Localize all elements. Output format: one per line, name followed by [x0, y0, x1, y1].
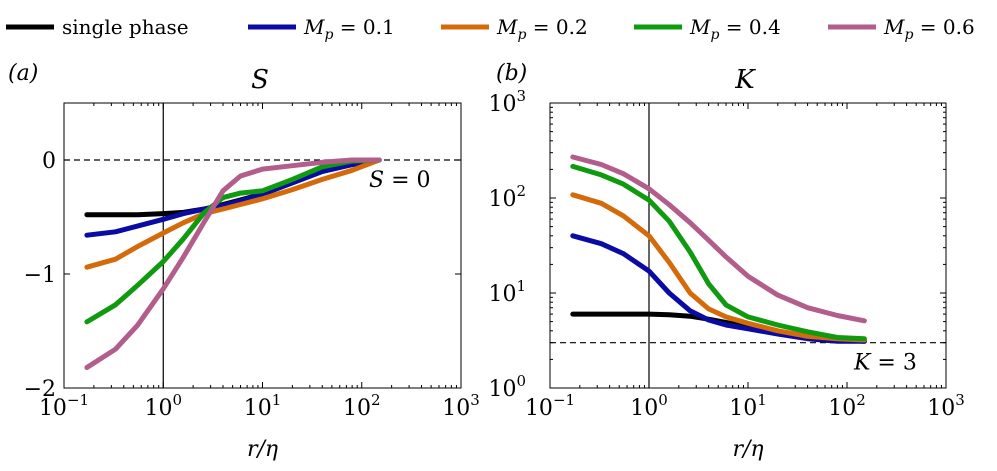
chart-title: S: [251, 65, 269, 95]
panel-a-skewness: (a) S 10−1 100 101 102 103 0 −1 −2 S = 0 r/η: [8, 61, 480, 462]
series-line-mp-04: [84, 157, 382, 325]
legend-entry-mp-0-4: Mp = 0.4: [634, 15, 781, 43]
x-tick-label: 102: [828, 391, 866, 421]
y-tick-label: 100: [488, 372, 526, 402]
legend-label: Mp = 0.4: [689, 15, 781, 43]
x-tick-label: 101: [244, 391, 282, 421]
reference-label: K = 3: [853, 351, 917, 376]
y-tick-label: 103: [488, 87, 526, 117]
reference-label: S = 0: [369, 168, 431, 193]
y-tick-label: 102: [488, 182, 526, 212]
x-tick-label: 10−1: [39, 391, 89, 421]
chart-title: K: [734, 65, 756, 95]
legend-entry-mp-0-2: Mp = 0.2: [441, 15, 588, 43]
y-tick-label: −1: [24, 263, 56, 288]
legend-entry-mp-0-1: Mp = 0.1: [248, 15, 395, 43]
y-tick-label: 0: [42, 149, 56, 174]
x-axis-label: r/η: [732, 437, 763, 462]
x-tick-label: 100: [630, 391, 668, 421]
x-tick-label: 103: [442, 391, 480, 421]
x-tick-label: 101: [729, 391, 767, 421]
x-tick-label: 100: [144, 391, 182, 421]
series-line-mp-06: [570, 154, 867, 324]
legend: single phase Mp = 0.1 Mp = 0.2 Mp = 0.4 …: [6, 15, 975, 43]
plot-area-frame: [63, 102, 462, 389]
x-tick-label: 103: [927, 391, 965, 421]
y-tick-label: −2: [24, 377, 56, 402]
series-line-mp-01: [84, 157, 382, 238]
legend-label: Mp = 0.6: [883, 15, 975, 43]
y-tick-labels: 0 −1 −2: [24, 149, 56, 402]
series-line-mp-02: [84, 157, 382, 270]
legend-entry-single-phase: single phase: [6, 15, 189, 39]
series-lines: [570, 154, 867, 344]
legend-label: Mp = 0.1: [303, 15, 395, 43]
x-tick-labels: 10−1 100 101 102 103: [39, 391, 480, 421]
legend-label: Mp = 0.2: [496, 15, 588, 43]
panel-label: (b): [496, 61, 527, 86]
series-line-mp-06: [84, 157, 382, 370]
series-line-mp-02: [570, 192, 867, 343]
legend-entry-mp-0-6: Mp = 0.6: [828, 15, 975, 43]
x-tick-labels: 10−1 100 101 102 103: [525, 391, 965, 421]
x-tick-label: 10−1: [525, 391, 575, 421]
panel-label: (a): [8, 61, 38, 86]
plot-area-frame: [549, 102, 947, 389]
x-tick-label: 102: [343, 391, 381, 421]
y-tick-label: 101: [488, 277, 526, 307]
series-line-mp-04: [570, 163, 867, 342]
x-axis-label: r/η: [247, 437, 278, 462]
series-lines: [84, 157, 382, 370]
y-tick-labels: 100 101 102 103: [488, 87, 526, 402]
ticks: [63, 103, 462, 389]
legend-label: single phase: [62, 15, 189, 39]
